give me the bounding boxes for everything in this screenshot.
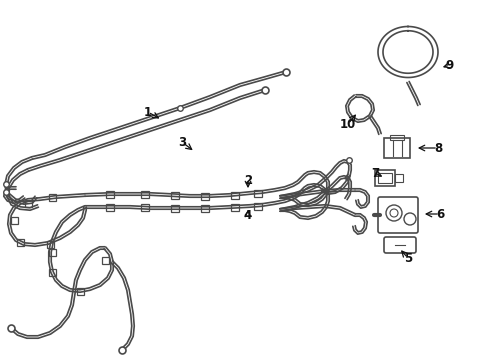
Bar [253,189,262,197]
Bar [394,174,402,182]
Text: 2: 2 [244,174,251,186]
Bar [230,203,239,211]
Bar [141,190,149,198]
Bar [171,192,179,198]
Bar [46,240,53,248]
Bar [24,199,31,207]
Bar [106,190,114,198]
Bar [48,269,55,275]
Text: 5: 5 [403,252,411,265]
Bar [230,192,239,198]
Text: 8: 8 [433,141,441,154]
Bar [76,288,83,294]
Text: 1: 1 [143,105,152,118]
Bar [201,204,208,212]
Text: 4: 4 [244,208,252,221]
Bar [201,193,208,199]
Text: 9: 9 [445,59,453,72]
Bar [106,203,114,211]
Text: 7: 7 [370,166,378,180]
Bar [17,239,23,246]
Bar [10,216,18,224]
Bar [48,194,55,201]
Bar [48,248,55,256]
Text: 3: 3 [178,135,185,149]
Bar [383,138,409,158]
Bar [374,170,394,186]
Text: 6: 6 [435,207,443,220]
Bar [389,135,403,140]
Bar [102,256,108,264]
Bar [253,202,262,210]
Bar [141,203,149,211]
Bar [377,173,391,183]
Bar [171,204,179,212]
Text: 10: 10 [339,117,355,131]
